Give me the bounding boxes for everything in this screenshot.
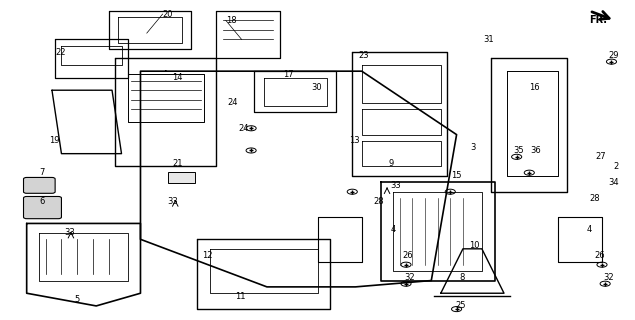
Text: 32: 32 [603,273,614,282]
Text: 17: 17 [283,70,293,79]
Text: 12: 12 [203,251,213,260]
Text: 27: 27 [596,152,606,161]
Text: 22: 22 [55,48,65,57]
Text: 8: 8 [460,273,465,282]
Text: 15: 15 [451,172,462,180]
Text: 16: 16 [530,83,540,92]
Text: 18: 18 [226,16,236,25]
Text: 21: 21 [172,159,183,168]
Text: 33: 33 [65,228,76,237]
Text: 6: 6 [39,197,44,206]
Text: 14: 14 [172,73,183,82]
Text: 28: 28 [589,194,600,203]
Text: 23: 23 [359,51,369,60]
Text: 26: 26 [594,251,605,260]
Text: 4: 4 [390,225,396,234]
Text: 2: 2 [613,162,618,171]
Text: 13: 13 [349,136,360,146]
Text: 33: 33 [390,181,401,190]
Text: 35: 35 [514,146,524,155]
Text: 10: 10 [469,241,479,250]
Text: 20: 20 [163,10,173,19]
Text: 7: 7 [39,168,44,177]
Text: 3: 3 [471,143,476,152]
FancyBboxPatch shape [168,172,196,183]
Text: 24: 24 [227,99,237,108]
Text: 29: 29 [608,51,619,60]
Text: 30: 30 [311,83,322,92]
FancyBboxPatch shape [23,196,62,219]
Text: 33: 33 [167,197,178,206]
FancyBboxPatch shape [23,178,55,193]
Text: 25: 25 [455,301,466,310]
Text: 36: 36 [530,146,540,155]
Text: 5: 5 [74,295,79,304]
Text: 9: 9 [389,159,394,168]
Text: 34: 34 [608,178,619,187]
Text: 11: 11 [236,292,246,301]
Text: FR.: FR. [589,15,607,25]
Text: 31: 31 [483,35,494,44]
Text: 4: 4 [586,225,591,234]
Text: 28: 28 [373,197,384,206]
Text: 19: 19 [49,136,59,146]
Text: 32: 32 [404,273,415,282]
Text: 26: 26 [403,251,413,260]
Text: 24: 24 [239,124,249,133]
